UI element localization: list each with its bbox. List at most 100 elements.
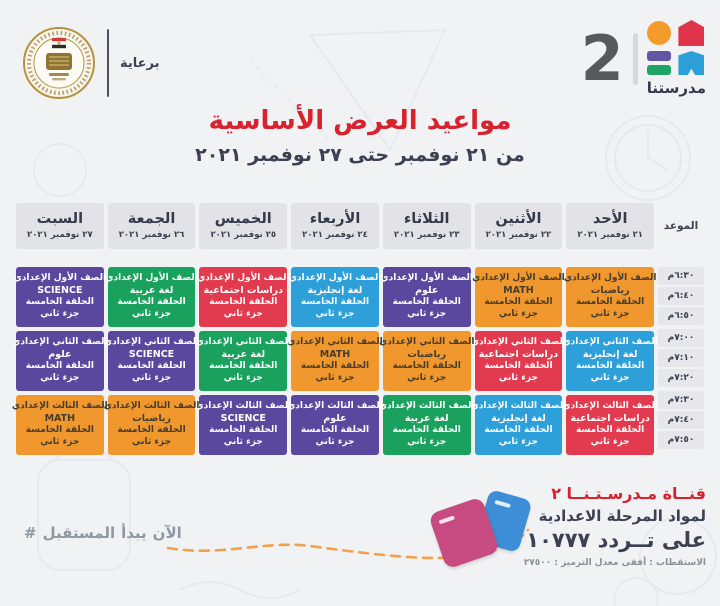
- schedule-cell: الصف الأول الإعدادي MATH الحلقة الخامسة …: [472, 267, 565, 327]
- day-column: الجمعة ٢٦ نوفمبر ٢٠٢١ الصف الأول الإعداد…: [104, 203, 199, 455]
- cell-subject: لغة إنجليزية: [491, 412, 546, 424]
- schedule-cell: الصف الأول الإعدادي دراسات اجتماعية الحل…: [197, 267, 290, 327]
- schedule-cell: الصف الأول الإعدادي لغة عربية الحلقة الخ…: [105, 267, 198, 327]
- hashtag-slogan: # المستقبل يبدأ الآن: [24, 524, 182, 542]
- schedule-cell: الصف الأول الإعدادي رياضيات الحلقة الخام…: [563, 267, 657, 327]
- cell-episode: الحلقة الخامسة: [484, 297, 553, 308]
- day-date: ٢٤ نوفمبر ٢٠٢١: [302, 229, 368, 240]
- book-label: [438, 515, 456, 525]
- cell-part: جزء ثاني: [590, 437, 630, 448]
- time-slot-group: ٧:٣٠م ٧:٤٠م ٧:٥٠م: [658, 391, 704, 449]
- cell-grade: الصف الثالث الإعدادي: [195, 400, 292, 411]
- day-date: ٢٧ نوفمبر ٢٠٢١: [27, 229, 93, 240]
- time-slot: ٦:٤٠م: [658, 287, 704, 305]
- cell-part: جزء ثاني: [590, 309, 630, 320]
- cell-grade: الصف الثالث الإعدادي: [103, 400, 200, 411]
- schedule-cell: الصف الثالث الإعدادي علوم الحلقة الخامسة…: [287, 395, 383, 455]
- cell-part: جزء ثاني: [498, 309, 538, 320]
- red-house-icon: [678, 20, 705, 46]
- cell-part: جزء ثاني: [132, 309, 172, 320]
- day-column: السبت ٢٧ نوفمبر ٢٠٢١ الصف الأول الإعدادي…: [12, 203, 108, 455]
- slogan-word: المستقبل: [42, 524, 116, 542]
- madrasetna-logo: مدرستنا: [647, 20, 706, 97]
- schedule-cell: الصف الثاني الإعدادي دراسات اجتماعية الح…: [471, 331, 566, 391]
- cell-subject: علوم: [415, 284, 439, 296]
- day-name: الأربعاء: [309, 211, 361, 228]
- time-slot-group: ٧:٠٠م ٧:١٠م ٧:٢٠م: [658, 329, 704, 387]
- cell-episode: الحلقة الخامسة: [25, 297, 94, 308]
- promo-channel-line: قنــاة مـدرسـتـنــا ٢: [551, 484, 706, 503]
- day-header: الأربعاء ٢٤ نوفمبر ٢٠٢١: [291, 203, 379, 249]
- cell-grade: الصف الأول الإعدادي: [472, 272, 565, 283]
- cell-subject: رياضيات: [132, 412, 171, 424]
- schedule-cell: الصف الثاني الإعدادي رياضيات الحلقة الخا…: [379, 331, 474, 391]
- schedule-cell: الصف الثالث الإعدادي لغة إنجليزية الحلقة…: [471, 395, 566, 455]
- schedule-cell: الصف الثاني الإعدادي علوم الحلقة الخامسة…: [12, 331, 108, 391]
- cell-grade: الصف الثاني الإعدادي: [195, 336, 291, 347]
- book-label: [494, 499, 511, 509]
- slogan-word: يبدأ: [121, 524, 147, 542]
- day-name: الجمعة: [127, 211, 176, 228]
- cell-episode: الحلقة الخامسة: [484, 425, 553, 436]
- promo-frequency-line: على تــردد ١٠٧٧٧: [526, 528, 706, 552]
- day-date: ٢٢ نوفمبر ٢٠٢١: [485, 229, 552, 240]
- schedule-cell: الصف الثاني الإعدادي MATH الحلقة الخامسة…: [287, 331, 383, 391]
- cell-part: جزء ثاني: [223, 309, 263, 320]
- page-subtitle: من ٢١ نوفمبر حتى ٢٧ نوفمبر ٢٠٢١: [195, 144, 525, 166]
- time-slot: ٧:٣٠م: [658, 391, 704, 409]
- schedule-cell: الصف الثالث الإعدادي دراسات اجتماعية الح…: [562, 395, 658, 455]
- cell-subject: MATH: [503, 284, 534, 296]
- blue-bookmark-house-icon: [678, 51, 705, 75]
- cell-subject: لغة عربية: [404, 412, 449, 424]
- time-slot: ٦:٥٠م: [658, 307, 704, 325]
- cell-part: جزء ثاني: [407, 373, 447, 384]
- cell-part: جزء ثاني: [40, 373, 80, 384]
- slogan-word: الآن: [152, 524, 182, 542]
- cell-subject: لغة عربية: [129, 284, 174, 296]
- channel-brand: 2 مدرستنا: [581, 20, 706, 97]
- time-slot-group: ٦:٣٠م ٦:٤٠م ٦:٥٠م: [658, 267, 704, 325]
- cell-grade: الصف الثالث الإعدادي: [11, 400, 108, 411]
- cell-episode: الحلقة الخامسة: [576, 361, 645, 372]
- day-name: الأحد: [592, 211, 628, 228]
- schedule-cell: الصف الثالث الإعدادي MATH الحلقة الخامسة…: [12, 395, 108, 455]
- cell-episode: الحلقة الخامسة: [392, 297, 461, 308]
- schedule-table: الموعد ٦:٣٠م ٦:٤٠م ٦:٥٠م ٧:٠٠م ٧:١٠م ٧:٢…: [12, 203, 704, 455]
- day-header: الجمعة ٢٦ نوفمبر ٢٠٢١: [107, 203, 196, 249]
- day-date: ٢٥ نوفمبر ٢٠٢١: [210, 229, 277, 240]
- cell-episode: الحلقة الخامسة: [209, 425, 278, 436]
- cell-subject: رياضيات: [407, 348, 447, 360]
- channel-number: 2: [580, 21, 624, 95]
- time-slot: ٧:٤٠م: [658, 411, 704, 429]
- cell-subject: لغة عربية: [221, 348, 266, 360]
- day-name: الثلاثاء: [403, 211, 450, 228]
- cell-part: جزء ثاني: [40, 437, 80, 448]
- cell-episode: الحلقة الخامسة: [117, 297, 186, 308]
- cell-grade: الصف الأول الإعدادي: [380, 272, 473, 283]
- day-cells: الصف الأول الإعدادي لغة عربية الحلقة الخ…: [104, 267, 199, 455]
- cell-episode: الحلقة الخامسة: [209, 297, 278, 308]
- day-column: الخميس ٢٥ نوفمبر ٢٠٢١ الصف الأول الإعداد…: [195, 203, 291, 455]
- schedule-cell: الصف الأول الإعدادي SCIENCE الحلقة الخام…: [14, 267, 106, 327]
- time-slot: ٦:٣٠م: [658, 267, 704, 285]
- day-column: الأثنين ٢٢ نوفمبر ٢٠٢١ الصف الأول الإعدا…: [471, 203, 566, 455]
- cell-episode: الحلقة الخامسة: [117, 361, 186, 372]
- cell-grade: الصف الثاني الإعدادي: [103, 336, 200, 347]
- day-header: السبت ٢٧ نوفمبر ٢٠٢١: [15, 203, 104, 249]
- brand-divider: [632, 32, 638, 85]
- day-date: ٢٣ نوفمبر ٢٠٢١: [393, 229, 460, 240]
- cell-part: جزء ثاني: [132, 437, 172, 448]
- cell-grade: الصف الأول الإعدادي: [563, 272, 657, 283]
- time-slot: ٧:٥٠م: [658, 431, 704, 449]
- schedule-cell: الصف الثالث الإعدادي SCIENCE الحلقة الخا…: [195, 395, 291, 455]
- day-column: الأربعاء ٢٤ نوفمبر ٢٠٢١ الصف الأول الإعد…: [287, 203, 383, 455]
- hashtag-symbol: #: [24, 524, 37, 542]
- cell-subject: دراسات اجتماعية: [478, 348, 559, 360]
- cell-subject: MATH: [319, 348, 351, 360]
- cell-episode: الحلقة الخامسة: [209, 361, 278, 372]
- cell-subject: لغة إنجليزية: [307, 284, 363, 296]
- cell-subject: دراسات اجتماعية: [570, 412, 650, 424]
- cell-grade: الصف الثاني الإعدادي: [287, 336, 383, 347]
